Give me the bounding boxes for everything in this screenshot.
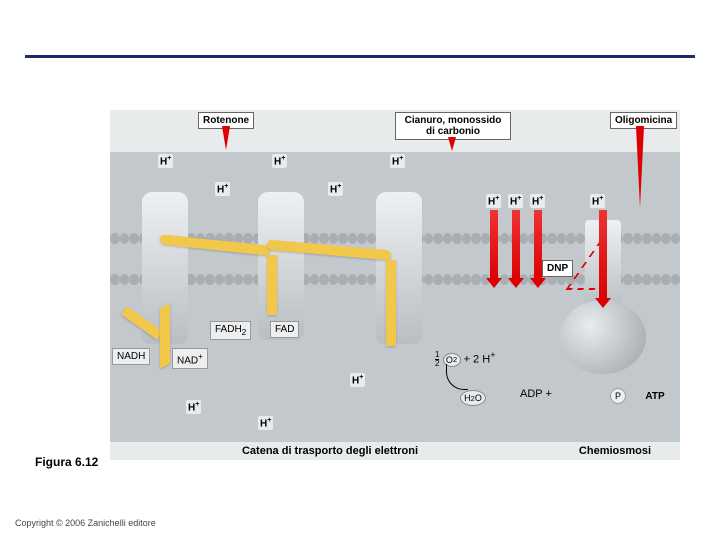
hplus-label: H+ bbox=[186, 400, 201, 414]
water-label: H2O bbox=[460, 390, 486, 406]
header-rule bbox=[25, 55, 695, 58]
electron-path bbox=[160, 303, 170, 369]
adp-label: ADP + bbox=[520, 388, 552, 400]
hplus-label: H+ bbox=[328, 182, 343, 196]
hplus-label: H+ bbox=[350, 373, 365, 387]
electron-path bbox=[386, 260, 396, 346]
cyanide-co-label: Cianuro, monossido di carbonio bbox=[395, 112, 511, 140]
etc-diagram: for(let i=0;i<60;i++)document.write('<di… bbox=[110, 110, 680, 460]
complex-IV bbox=[376, 192, 422, 344]
hplus-flow-arrow-icon bbox=[599, 210, 607, 300]
hplus-label: H+ bbox=[508, 194, 523, 208]
oligomycin-arrow-icon bbox=[636, 126, 644, 208]
hplus-label: H+ bbox=[258, 416, 273, 430]
dnp-label: DNP bbox=[542, 260, 573, 277]
hplus-flow-arrow-icon bbox=[512, 210, 520, 280]
fad-label: FAD bbox=[270, 321, 299, 338]
reaction-arrow-icon bbox=[446, 364, 468, 390]
nad-label: NAD+ bbox=[172, 348, 208, 369]
hplus-flow-arrow-icon bbox=[490, 210, 498, 280]
copyright: Copyright © 2006 Zanichelli editore bbox=[15, 518, 156, 528]
hplus-label: H+ bbox=[390, 154, 405, 168]
nadh-label: NADH bbox=[112, 348, 150, 365]
hplus-label: H+ bbox=[272, 154, 287, 168]
figure-number: Figura 6.12 bbox=[35, 455, 98, 469]
caption-bar: Catena di trasporto degli elettroni Chem… bbox=[110, 442, 680, 460]
fadh2-label: FADH2 bbox=[210, 321, 251, 340]
hplus-label: H+ bbox=[158, 154, 173, 168]
hplus-label: H+ bbox=[530, 194, 545, 208]
atp-label: ATP bbox=[640, 385, 670, 407]
rotenone-arrow-icon bbox=[222, 126, 230, 150]
etc-caption: Catena di trasporto degli elettroni bbox=[110, 445, 550, 457]
hplus-label: H+ bbox=[486, 194, 501, 208]
electron-path bbox=[267, 255, 277, 315]
hplus-label: H+ bbox=[590, 194, 605, 208]
cyanide-arrow-icon bbox=[448, 137, 456, 151]
hplus-label: H+ bbox=[215, 182, 230, 196]
phosphate-label: P bbox=[610, 388, 626, 404]
hplus-flow-arrow-icon bbox=[534, 210, 542, 280]
chemiosmosis-caption: Chemiosmosi bbox=[550, 445, 680, 457]
atp-synthase-head bbox=[560, 300, 646, 374]
complex-III bbox=[258, 192, 304, 340]
